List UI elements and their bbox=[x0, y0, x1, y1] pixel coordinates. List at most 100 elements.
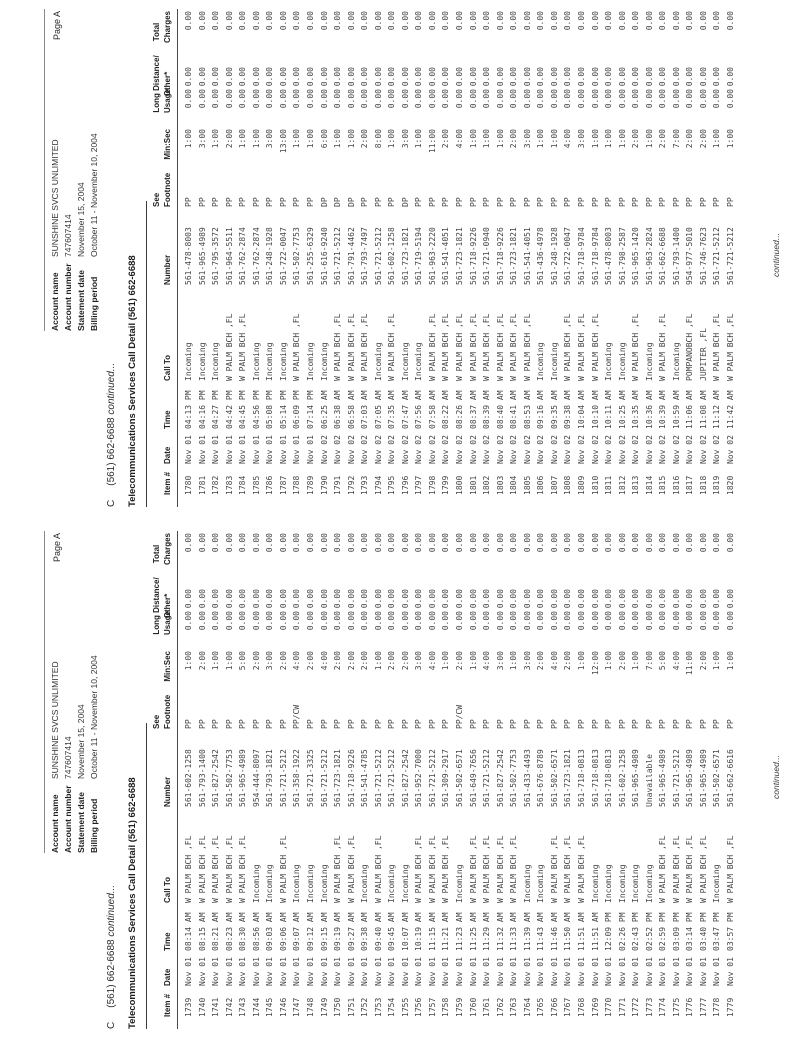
call-record-row: 1774 Nov 01 02:59 PM W PALM BCH ,FL 561-965-… bbox=[658, 522, 671, 1043]
item-number-cell: 1801 bbox=[468, 475, 478, 495]
footnote-cell: PP bbox=[441, 197, 451, 207]
call-to-cell: Incoming bbox=[278, 342, 288, 381]
call-record-row: 1741 Nov 01 08:21 AM W PALM BCH ,FL 561-827-… bbox=[211, 522, 224, 1043]
date-cell: Nov 01 bbox=[590, 957, 600, 986]
call-record-row: 1743 Nov 01 08:30 AM W PALM BCH ,FL 561-965-… bbox=[238, 522, 251, 1043]
footnote-cell: PP bbox=[360, 197, 370, 207]
col-header-number: Number bbox=[163, 254, 172, 285]
total-charges-cell: 0.00 bbox=[278, 533, 288, 553]
number-cell: 561-723-1821 bbox=[455, 227, 464, 285]
long-distance-cell: 0.00 bbox=[441, 67, 451, 87]
total-charges-cell: 0.00 bbox=[644, 533, 654, 553]
total-charges-cell: 0.00 bbox=[346, 11, 356, 31]
total-charges-cell: 0.00 bbox=[522, 533, 532, 553]
time-cell: 11:39 AM bbox=[522, 912, 532, 951]
min-sec-cell: 2:00 bbox=[360, 651, 370, 671]
min-sec-cell: 1:00 bbox=[644, 129, 654, 149]
min-sec-cell: 1:00 bbox=[482, 129, 492, 149]
min-sec-cell: 1:00 bbox=[441, 651, 451, 671]
call-to-cell: Incoming bbox=[617, 864, 627, 903]
total-charges-cell: 0.00 bbox=[373, 533, 383, 553]
call-to-cell: Incoming bbox=[265, 342, 275, 381]
total-charges-cell: 0.00 bbox=[387, 11, 397, 31]
total-charges-cell: 0.00 bbox=[224, 11, 234, 31]
min-sec-cell: 2:00 bbox=[387, 651, 397, 671]
date-cell: Nov 02 bbox=[522, 435, 532, 464]
number-cell: 561-502-6571 bbox=[455, 749, 464, 807]
total-charges-cell: 0.00 bbox=[671, 11, 681, 31]
call-record-row: 1802 Nov 02 08:39 AM W PALM BCH ,FL 561-721-… bbox=[482, 0, 495, 521]
time-cell: 08:15 AM bbox=[197, 912, 207, 951]
footnote-cell: PP bbox=[576, 197, 586, 207]
call-record-row: 1775 Nov 01 03:09 PM W PALM BCH ,FL 561-721-… bbox=[672, 522, 685, 1043]
call-to-cell: Incoming bbox=[400, 342, 410, 381]
call-record-row: 1746 Nov 01 09:06 AM W PALM BCH ,FL 561-721-… bbox=[279, 522, 292, 1043]
continued-marker: continued... bbox=[106, 362, 117, 415]
call-record-row: 1786 Nov 01 05:08 PM Incoming 561-248-1928 PP… bbox=[265, 0, 278, 521]
call-record-row: 1794 Nov 02 07:05 AM Incoming 561-721-5212 PP… bbox=[374, 0, 387, 521]
total-charges-cell: 0.00 bbox=[658, 11, 668, 31]
min-sec-cell: 1:00 bbox=[590, 129, 600, 149]
call-to-cell: Incoming bbox=[604, 342, 614, 381]
item-number-cell: 1795 bbox=[387, 475, 397, 495]
call-record-row: 1759 Nov 01 11:23 AM Incoming 561-502-6571 PP… bbox=[455, 522, 468, 1043]
time-cell: 03:47 PM bbox=[712, 912, 722, 951]
total-charges-cell: 0.00 bbox=[522, 11, 532, 31]
footnote-cell: PP bbox=[427, 719, 437, 729]
call-detail-title: Telecommunications Services Call Detail … bbox=[127, 255, 138, 507]
long-distance-cell: 0.00 bbox=[197, 589, 207, 609]
item-number-cell: 1808 bbox=[563, 475, 573, 495]
min-sec-cell: 1:00 bbox=[712, 129, 722, 149]
call-to-cell: W PALM BCH ,FL bbox=[333, 835, 343, 903]
footnote-cell: PP bbox=[590, 197, 600, 207]
long-distance-cell: 0.00 bbox=[373, 67, 383, 87]
min-sec-cell: 4:00 bbox=[671, 651, 681, 671]
call-to-cell: POMPANOBCH ,FL bbox=[685, 313, 695, 381]
number-cell: 561-616-9240 bbox=[319, 227, 329, 285]
date-cell: Nov 02 bbox=[387, 435, 397, 464]
footnote-cell: PP bbox=[671, 197, 681, 207]
total-charges-cell: 0.00 bbox=[685, 533, 695, 553]
long-distance-cell: 0.00 bbox=[549, 589, 559, 609]
footnote-cell: PP bbox=[265, 719, 275, 729]
item-number-cell: 1761 bbox=[482, 997, 492, 1017]
number-cell: 561-719-5194 bbox=[414, 227, 424, 285]
min-sec-cell: 1:00 bbox=[604, 651, 614, 671]
item-number-cell: 1768 bbox=[576, 997, 586, 1017]
call-record-row: 1813 Nov 02 10:35 AM W PALM BCH ,FL 561-965-… bbox=[631, 0, 644, 521]
footnote-cell: PP bbox=[211, 197, 221, 207]
total-charges-cell: 0.00 bbox=[238, 11, 248, 31]
time-cell: 07:58 AM bbox=[427, 390, 437, 429]
footnote-cell: PP bbox=[509, 719, 519, 729]
date-cell: Nov 01 bbox=[644, 957, 654, 986]
min-sec-cell: 13:00 bbox=[278, 129, 288, 154]
date-cell: Nov 01 bbox=[400, 957, 410, 986]
total-charges-cell: 0.00 bbox=[441, 533, 451, 553]
footnote-cell: PP bbox=[536, 719, 546, 729]
min-sec-cell: 1:00 bbox=[631, 651, 641, 671]
call-to-cell: W PALM BCH ,FL bbox=[360, 313, 370, 381]
call-to-cell: Incoming bbox=[251, 342, 261, 381]
date-cell: Nov 01 bbox=[522, 957, 532, 986]
item-number-cell: 1739 bbox=[184, 997, 193, 1017]
total-charges-cell: 0.00 bbox=[590, 11, 600, 31]
min-sec-cell: 2:00 bbox=[305, 651, 315, 671]
number-cell: 561-721-5212 bbox=[482, 749, 492, 807]
call-to-cell: W PALM BCH ,FL bbox=[238, 835, 248, 903]
long-distance-cell: 0.00 bbox=[319, 67, 329, 87]
footnote-cell: PP bbox=[617, 197, 627, 207]
total-charges-cell: 0.00 bbox=[726, 11, 735, 31]
time-cell: 08:53 AM bbox=[522, 390, 532, 429]
time-cell: 09:45 AM bbox=[387, 912, 397, 951]
item-number-cell: 1814 bbox=[644, 475, 654, 495]
page-label: Page A bbox=[52, 533, 62, 563]
total-charges-cell: 0.00 bbox=[400, 533, 410, 553]
call-record-row: 1784 Nov 01 04:45 PM W PALM BCH ,FL 561-762-… bbox=[238, 0, 251, 521]
time-cell: 08:40 AM bbox=[495, 390, 505, 429]
long-distance-cell: 0.00 bbox=[726, 589, 735, 609]
number-cell: 561-676-8789 bbox=[536, 749, 546, 807]
min-sec-cell: 1:00 bbox=[549, 129, 559, 149]
date-cell: Nov 01 bbox=[563, 957, 573, 986]
total-charges-cell: 0.00 bbox=[536, 11, 546, 31]
section-letter: C bbox=[106, 1021, 117, 1029]
